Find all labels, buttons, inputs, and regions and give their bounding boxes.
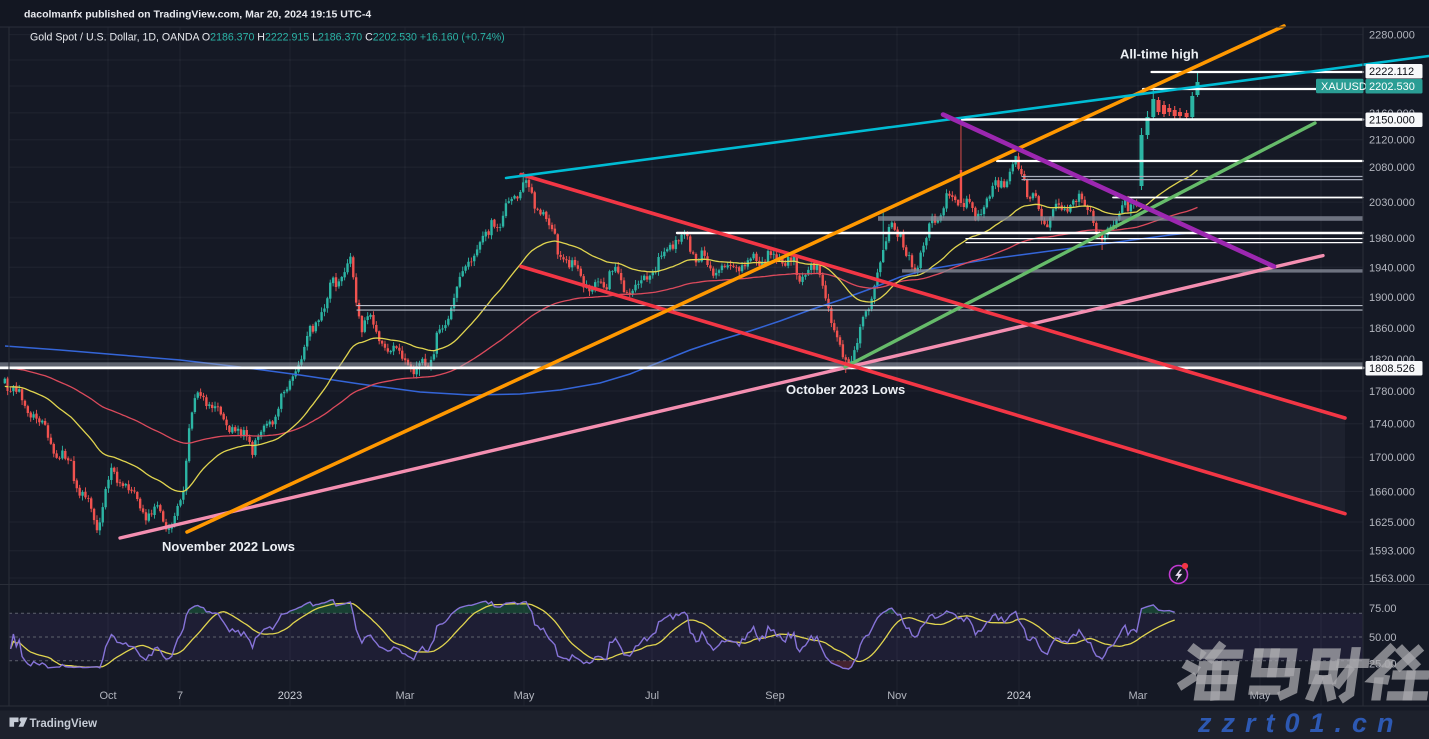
svg-text:1860.000: 1860.000 — [1369, 323, 1415, 335]
svg-text:November 2022 Lows: November 2022 Lows — [162, 539, 295, 554]
svg-text:2222.112: 2222.112 — [1369, 66, 1414, 78]
svg-text:1940.000: 1940.000 — [1369, 262, 1415, 274]
svg-text:50.00: 50.00 — [1369, 632, 1397, 644]
svg-text:Gold Spot / U.S. Dollar, 1D, O: Gold Spot / U.S. Dollar, 1D, OANDA O2186… — [30, 32, 505, 44]
svg-text:Mar: Mar — [396, 690, 415, 702]
svg-text:Sep: Sep — [765, 690, 785, 702]
svg-text:1780.000: 1780.000 — [1369, 386, 1415, 398]
svg-text:2030.000: 2030.000 — [1369, 197, 1415, 209]
svg-text:1563.000: 1563.000 — [1369, 573, 1415, 585]
svg-text:dacolmanfx published on Tradin: dacolmanfx published on TradingView.com,… — [24, 9, 371, 21]
svg-text:Jul: Jul — [645, 690, 659, 702]
svg-text:2024: 2024 — [1007, 690, 1031, 702]
svg-text:TradingView: TradingView — [30, 718, 98, 730]
svg-text:7: 7 — [177, 690, 183, 702]
svg-text:May: May — [514, 690, 535, 702]
svg-text:1625.000: 1625.000 — [1369, 517, 1415, 529]
svg-text:XAUUSD: XAUUSD — [1321, 81, 1367, 93]
svg-text:1700.000: 1700.000 — [1369, 452, 1415, 464]
svg-text:75.00: 75.00 — [1369, 603, 1397, 615]
svg-text:Mar: Mar — [1129, 690, 1148, 702]
svg-text:Oct: Oct — [99, 690, 116, 702]
svg-text:1980.000: 1980.000 — [1369, 233, 1415, 245]
svg-text:Nov: Nov — [887, 690, 907, 702]
svg-text:1660.000: 1660.000 — [1369, 486, 1415, 498]
svg-text:1593.000: 1593.000 — [1369, 546, 1415, 558]
svg-text:1740.000: 1740.000 — [1369, 419, 1415, 431]
svg-text:zzrt01.cn: zzrt01.cn — [1197, 708, 1404, 738]
svg-text:2120.000: 2120.000 — [1369, 135, 1415, 147]
svg-text:2080.000: 2080.000 — [1369, 162, 1415, 174]
svg-text:October 2023 Lows: October 2023 Lows — [786, 382, 905, 397]
svg-text:2150.000: 2150.000 — [1369, 115, 1415, 127]
svg-text:1808.526: 1808.526 — [1369, 363, 1415, 375]
svg-text:2280.000: 2280.000 — [1369, 30, 1415, 42]
svg-text:2023: 2023 — [278, 690, 302, 702]
svg-text:All-time high: All-time high — [1120, 47, 1199, 62]
svg-text:1900.000: 1900.000 — [1369, 292, 1415, 304]
svg-text:2202.530: 2202.530 — [1369, 81, 1415, 93]
